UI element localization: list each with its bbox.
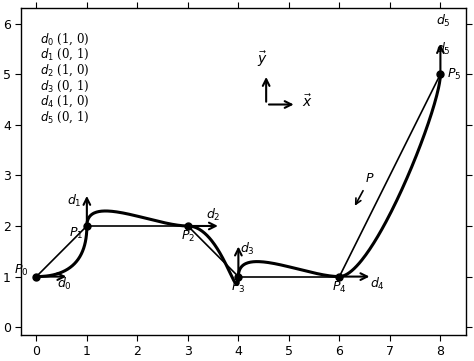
Text: $d_4$: $d_4$ [370,276,385,292]
Text: $d_2$ (1, 0): $d_2$ (1, 0) [40,62,90,78]
Text: $\vec{x}$: $\vec{x}$ [301,93,312,110]
Text: $d_3$: $d_3$ [240,241,255,257]
Text: $d_1$: $d_1$ [67,193,82,209]
Text: $d_5$: $d_5$ [436,13,450,29]
Text: $P_0$: $P_0$ [14,263,28,278]
Text: $d_1$ (0, 1): $d_1$ (0, 1) [40,47,90,62]
Text: $d_5$: $d_5$ [436,41,450,57]
Text: $d_0$: $d_0$ [57,276,72,292]
Text: $d_4$ (1, 0): $d_4$ (1, 0) [40,94,90,109]
Text: $P_2$: $P_2$ [181,229,195,244]
Text: $P$: $P$ [356,173,374,204]
Text: $P_3$: $P_3$ [231,280,246,295]
Text: $\vec{y}$: $\vec{y}$ [257,49,267,69]
Text: $P_5$: $P_5$ [447,66,462,82]
Text: $d_3$ (0, 1): $d_3$ (0, 1) [40,78,90,93]
Text: $d_5$ (0, 1): $d_5$ (0, 1) [40,110,90,125]
Text: $d_0$ (1, 0): $d_0$ (1, 0) [40,31,90,47]
Text: $P_4$: $P_4$ [332,280,346,295]
Text: $d_2$: $d_2$ [206,207,220,223]
Text: $P_1$: $P_1$ [69,226,83,241]
